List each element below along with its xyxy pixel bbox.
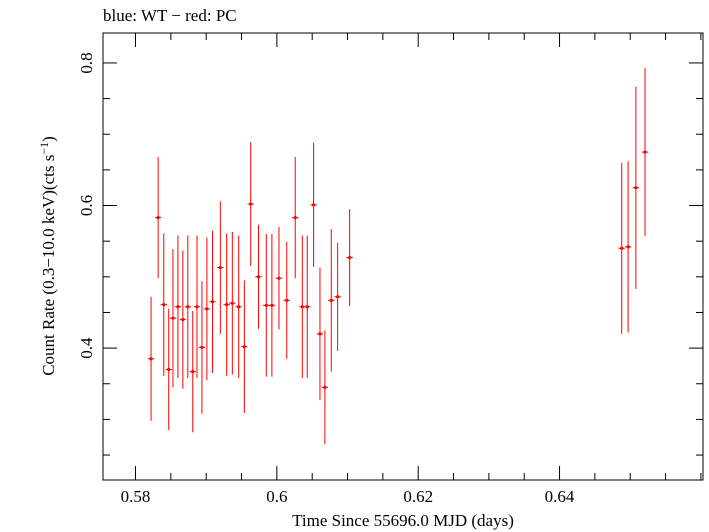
data-point (147, 296, 155, 421)
point-marker (348, 255, 352, 260)
data-point (160, 233, 167, 376)
y-tick-label: 0.4 (77, 337, 96, 359)
data-point (632, 86, 640, 289)
data-point (292, 157, 299, 279)
point-marker (176, 305, 180, 309)
data-point (618, 162, 625, 334)
data-point (346, 209, 353, 307)
y-tick-label: 0.6 (77, 195, 96, 216)
y-axis-label-close: ) (39, 136, 58, 142)
data-point (304, 235, 311, 379)
data-point (299, 235, 306, 379)
data-point (179, 250, 187, 389)
data-point (235, 235, 242, 379)
point-marker (225, 303, 229, 307)
point-marker (626, 245, 630, 249)
data-point (217, 201, 224, 334)
data-point (624, 161, 632, 333)
point-marker (210, 300, 215, 304)
point-marker (171, 316, 175, 320)
point-marker (186, 305, 190, 309)
point-marker (162, 303, 166, 307)
point-marker (156, 216, 160, 220)
data-point (334, 242, 341, 351)
point-marker (149, 357, 153, 361)
point-marker (329, 298, 333, 302)
x-tick-label: 0.64 (545, 487, 575, 506)
data-point (316, 267, 324, 401)
data-point (310, 142, 317, 267)
point-marker (264, 303, 268, 307)
data-point (255, 224, 262, 329)
point-marker (181, 317, 185, 322)
data-point (283, 241, 290, 359)
data-point (241, 280, 248, 413)
point-marker (323, 385, 327, 389)
data-point (328, 229, 335, 372)
y-axis-label-superscript: −1 (37, 142, 51, 155)
x-tick-label: 0.6 (266, 487, 287, 506)
point-marker (285, 298, 289, 302)
point-marker (634, 186, 638, 190)
point-marker (277, 276, 281, 280)
point-marker (242, 345, 246, 349)
data-point (184, 235, 191, 379)
data-points (147, 67, 649, 445)
point-marker (191, 370, 195, 374)
point-marker (336, 295, 340, 299)
data-point (229, 231, 236, 375)
point-marker (643, 150, 647, 154)
x-tick-label: 0.62 (403, 487, 433, 506)
point-marker (167, 367, 171, 372)
data-point (263, 234, 270, 377)
data-point (209, 230, 216, 374)
data-point (165, 308, 172, 431)
data-point (223, 233, 230, 376)
data-point (174, 235, 182, 379)
y-axis-label-main: Count Rate (0.3−10.0 keV)(cts s (39, 155, 58, 376)
point-marker (195, 305, 199, 309)
data-point (198, 281, 206, 414)
point-marker (300, 305, 304, 309)
x-axis-ticks: 0.58 0.6 0.62 0.64 (121, 33, 702, 506)
point-marker (205, 307, 209, 311)
point-marker (237, 305, 241, 309)
point-marker (230, 301, 234, 305)
data-point (321, 330, 329, 445)
point-marker (218, 265, 222, 270)
data-point (275, 226, 283, 330)
data-point (169, 249, 177, 388)
data-point (268, 234, 276, 377)
point-marker (270, 303, 274, 307)
point-marker (305, 305, 309, 309)
x-axis-label: Time Since 55696.0 MJD (days) (292, 511, 514, 530)
y-tick-label: 0.8 (77, 52, 96, 73)
plot-frame (102, 32, 704, 481)
chart-title: blue: WT − red: PC (103, 6, 237, 25)
x-tick-label: 0.58 (121, 487, 151, 506)
point-marker (249, 202, 253, 206)
point-marker (312, 203, 316, 207)
data-point (193, 235, 201, 379)
data-point (203, 237, 211, 381)
data-point (154, 157, 162, 279)
point-marker (200, 345, 204, 349)
data-point (247, 142, 254, 267)
point-marker (620, 246, 624, 250)
data-point (641, 67, 649, 237)
point-marker (256, 275, 261, 279)
data-point (189, 311, 196, 433)
y-axis-ticks: 0.4 0.6 0.8 (77, 52, 703, 456)
point-marker (293, 216, 297, 220)
point-marker (318, 332, 322, 336)
y-axis-label: Count Rate (0.3−10.0 keV)(cts s−1) (37, 136, 58, 376)
